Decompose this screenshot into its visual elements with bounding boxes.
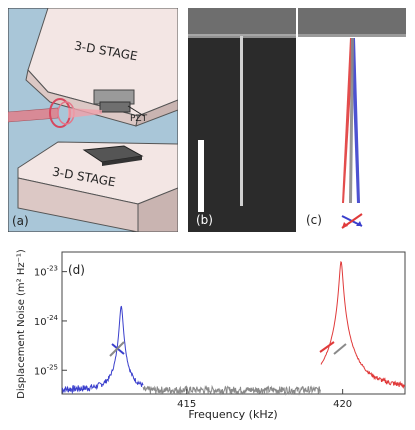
series-line-2	[320, 260, 406, 390]
annotation-arrows-right	[319, 341, 347, 355]
panel-a-label: (a)	[12, 214, 29, 228]
x-tick-label: 415	[177, 399, 196, 410]
y-axis-label: Displacement Noise (m² Hz⁻¹)	[16, 249, 27, 399]
y-tick-label: 10-23	[34, 265, 58, 279]
panel-d: 415 420 10-23 10-24 10-25 Frequency (kHz) Di…	[0, 240, 415, 426]
panel-b-sem-image	[188, 8, 296, 212]
panel-c-illustration	[298, 8, 406, 229]
annotation-arrows-left	[109, 341, 125, 357]
y-tick-label: 10-24	[34, 314, 59, 328]
panel-b: (b)	[188, 8, 296, 232]
y-tick-label: 10-25	[34, 363, 58, 377]
series-line-0	[61, 305, 144, 395]
series-line-1	[142, 384, 322, 396]
panel-a: 3-D STAGE 3-D STAGE PZT (a)	[7, 7, 179, 233]
noise-spectrum-chart: 415 420 10-23 10-24 10-25 Frequency (kHz) Di…	[16, 249, 406, 421]
panel-c: (c)	[298, 8, 406, 232]
panel-c-label: (c)	[306, 213, 322, 227]
panel-b-label: (b)	[196, 213, 213, 227]
panel-d-label: (d)	[68, 263, 85, 277]
panel-a-illustration	[7, 7, 179, 233]
pzt-label: PZT	[130, 114, 148, 124]
x-tick-label: 420	[333, 399, 352, 410]
plot-frame	[61, 251, 406, 395]
x-axis-label: Frequency (kHz)	[188, 408, 277, 421]
